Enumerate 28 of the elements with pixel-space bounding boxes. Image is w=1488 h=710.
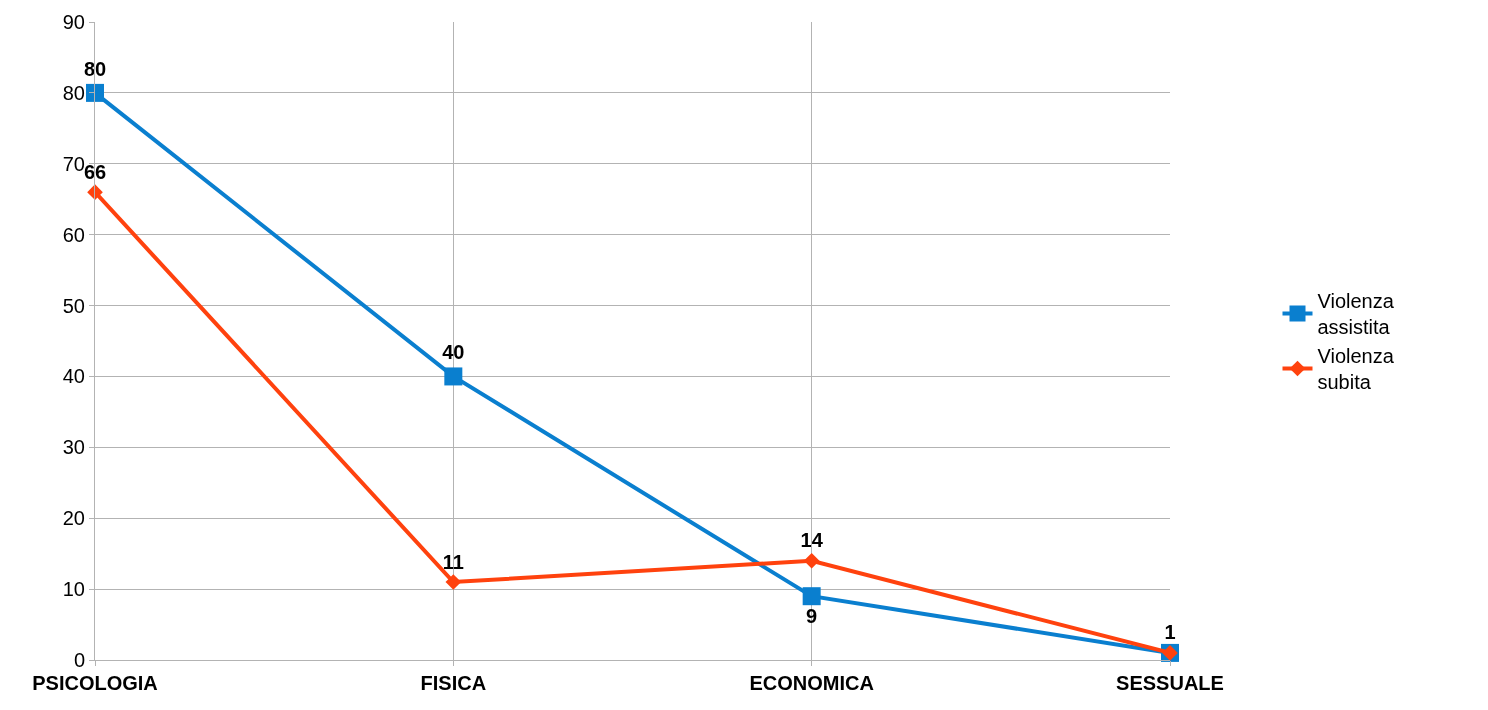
y-tick-label: 70 [62,152,85,175]
y-tick-label: 50 [62,294,85,317]
x-tick-label: FISICA [420,672,487,694]
data-label: 11 [442,550,464,573]
point [445,574,462,590]
data-label: 14 [800,529,824,552]
legend-label: Violenza subita [1317,345,1395,394]
y-tick-label: 80 [62,81,85,104]
point [86,83,104,102]
y-tick-label: 40 [62,365,85,388]
data-label: 9 [806,605,818,628]
y-tick-label: 10 [62,578,85,601]
x-tick-label: SESSUALE [1116,672,1224,694]
data-label: 40 [442,341,465,364]
x-tick-label: PSICOLOGIA [32,672,158,694]
y-tick-label: 20 [62,507,85,530]
y-tick-label: 90 [62,11,85,33]
point [802,587,821,606]
y-tick-label: 30 [62,436,85,459]
point [444,367,463,386]
x-tick-label: ECONOMICA [749,672,874,694]
data-label: 80 [83,57,107,80]
y-tick-label: 0 [73,649,85,671]
y-tick-label: 60 [62,223,85,246]
legend-label: Violenza assistita [1317,290,1395,339]
point [803,552,820,569]
data-label: 1 [1164,621,1176,644]
data-label: 66 [83,160,107,183]
